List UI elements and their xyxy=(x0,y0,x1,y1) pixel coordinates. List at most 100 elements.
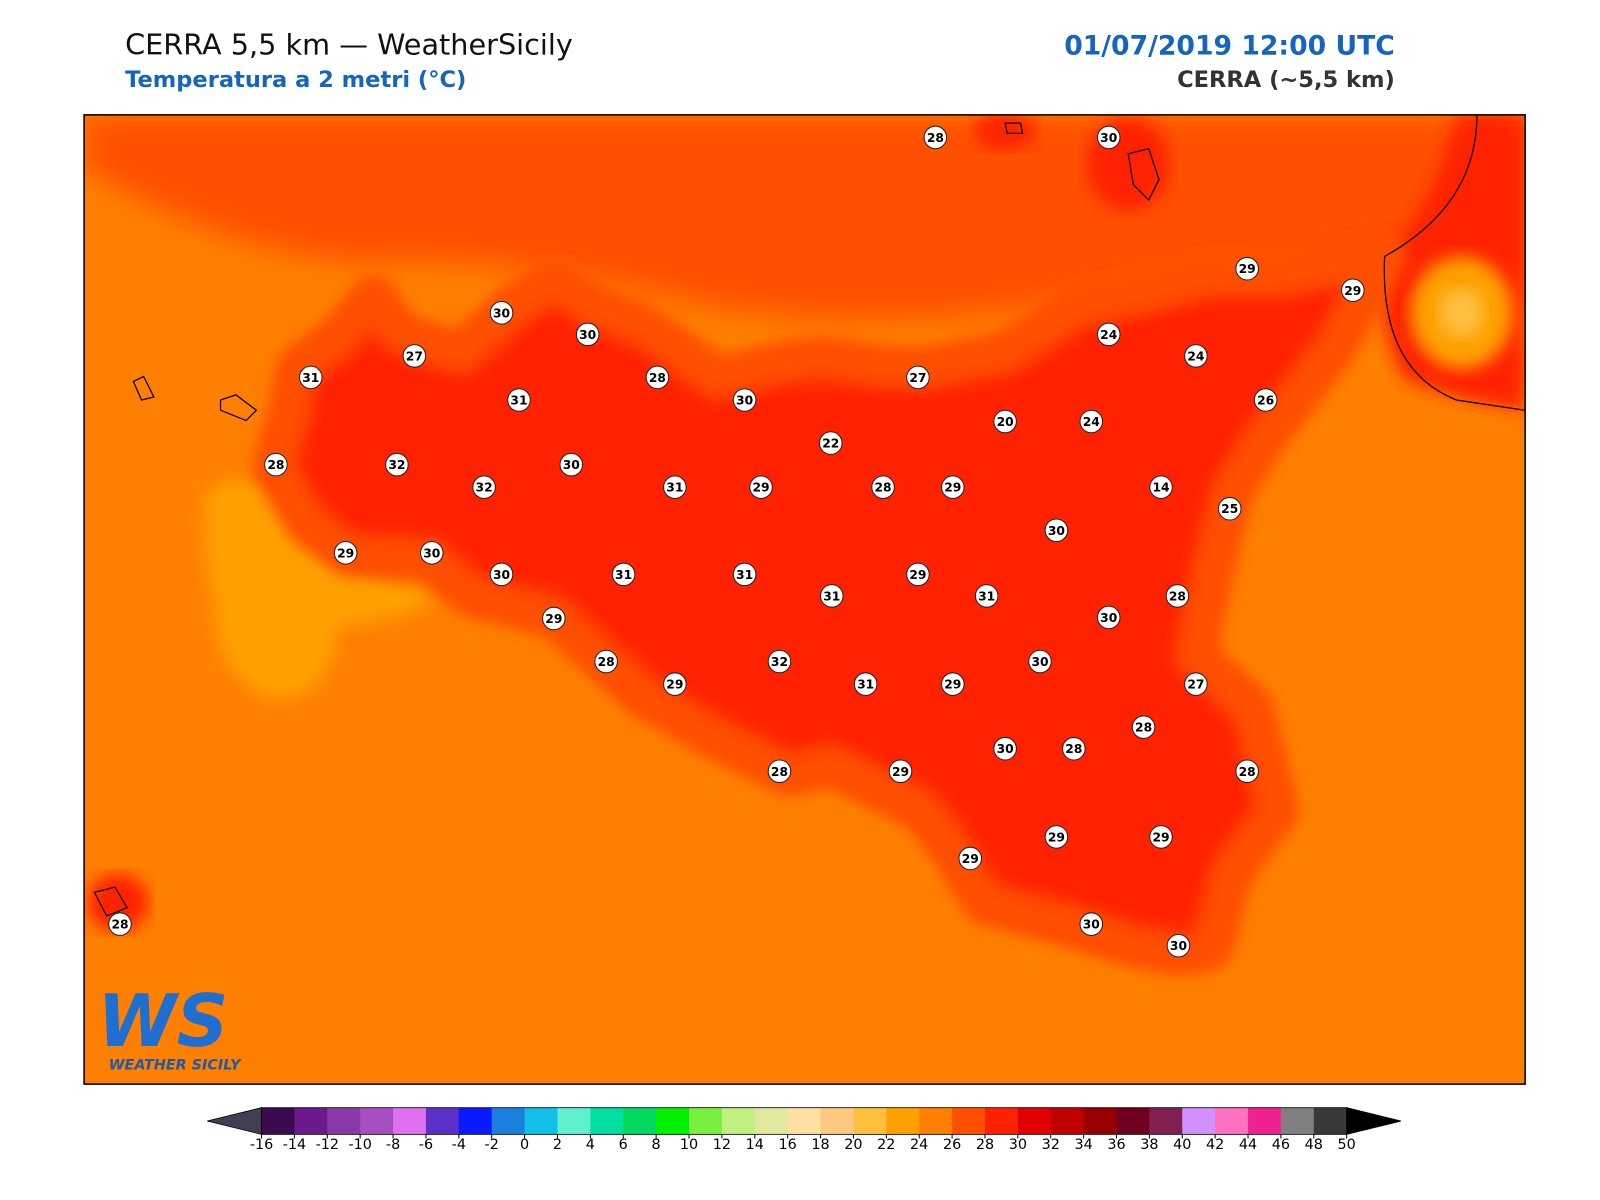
station-marker xyxy=(923,125,948,150)
station-value: 31 xyxy=(978,589,995,603)
station-value: 30 xyxy=(736,394,753,408)
colorbar-swatch xyxy=(360,1107,394,1135)
map xyxy=(84,114,1526,1085)
colorbar-tick-label: 32 xyxy=(1042,1137,1060,1153)
colorbar-tick-label: 40 xyxy=(1173,1137,1191,1153)
colorbar-swatch xyxy=(1248,1107,1282,1135)
station-marker xyxy=(974,584,999,608)
colorbar-tick-label: -12 xyxy=(316,1137,339,1153)
station-value: 29 xyxy=(1239,262,1256,276)
station-value: 29 xyxy=(752,481,769,495)
colorbar-tick-label: 48 xyxy=(1305,1137,1323,1153)
colorbar-swatch xyxy=(754,1107,789,1135)
colorbar-swatch xyxy=(1050,1107,1085,1135)
station-value: 24 xyxy=(1187,349,1204,363)
station-marker xyxy=(575,322,600,347)
colorbar-swatch xyxy=(557,1107,591,1135)
station-value: 30 xyxy=(997,742,1014,756)
colorbar-tick-label: -4 xyxy=(452,1137,466,1153)
station-value: 30 xyxy=(1170,939,1187,953)
colorbar-swatch xyxy=(294,1107,328,1135)
station-value: 30 xyxy=(1083,918,1100,932)
station-value: 30 xyxy=(493,306,510,320)
station-value: 28 xyxy=(771,765,788,779)
colorbar-tick-label: 0 xyxy=(520,1137,529,1153)
station-value: 14 xyxy=(1152,481,1169,495)
station-value: 27 xyxy=(1187,678,1204,692)
stations: 28 30 29 29 30 30 24 24 27 31 28 27 31 30 26 20 24 22 28 32… xyxy=(108,125,1365,958)
station-value: 28 xyxy=(875,481,892,495)
station-marker xyxy=(663,475,687,499)
logo-name: WEATHER SICILY xyxy=(109,1058,242,1074)
colorbar-tick-label: 30 xyxy=(1009,1137,1027,1153)
station-value: 28 xyxy=(649,371,666,385)
station-marker xyxy=(749,475,773,499)
station-value: 28 xyxy=(267,458,284,472)
station-value: 32 xyxy=(771,655,788,669)
station-marker xyxy=(1165,584,1190,608)
station-value: 30 xyxy=(423,546,440,560)
station-value: 30 xyxy=(563,458,580,472)
station-marker xyxy=(732,388,757,412)
station-value: 31 xyxy=(510,394,527,408)
colorbar-tick-label: 6 xyxy=(619,1137,628,1153)
station-marker xyxy=(507,388,531,412)
station-marker xyxy=(767,759,792,784)
station-marker xyxy=(906,562,930,587)
colorbar-swatch xyxy=(853,1107,887,1135)
field-west xyxy=(203,480,432,699)
colorbar-swatch xyxy=(1083,1107,1118,1135)
station-marker xyxy=(941,475,965,499)
colorbar-swatch xyxy=(491,1107,526,1135)
colorbar-tick-label: 10 xyxy=(680,1137,698,1153)
station-value: 24 xyxy=(1100,328,1117,342)
colorbar-swatch xyxy=(787,1107,822,1135)
field-aspromonte-core xyxy=(1438,288,1485,338)
station-marker xyxy=(333,541,358,565)
station-marker xyxy=(1341,278,1365,303)
colorbar-tick-label: 46 xyxy=(1272,1137,1290,1153)
colorbar-tick-label: 24 xyxy=(910,1137,928,1153)
station-marker xyxy=(402,344,427,368)
station-marker xyxy=(472,475,496,499)
station-value: 28 xyxy=(1135,721,1152,735)
station-value: 20 xyxy=(997,415,1014,429)
station-value: 30 xyxy=(1100,611,1117,625)
colorbar-tick-label: -8 xyxy=(386,1137,400,1153)
station-marker xyxy=(611,562,636,587)
station-marker xyxy=(906,365,930,390)
station-marker xyxy=(1096,322,1121,347)
coastline-calabria xyxy=(1383,114,1526,411)
station-marker xyxy=(489,301,514,325)
station-marker xyxy=(594,649,618,674)
colorbar-tick-label: 44 xyxy=(1239,1137,1257,1153)
station-marker xyxy=(1184,344,1208,368)
station-value: 28 xyxy=(1169,589,1186,603)
colorbar-swatch xyxy=(458,1107,493,1135)
colorbar-tick-label: 38 xyxy=(1140,1137,1158,1153)
station-value: 29 xyxy=(1152,830,1169,844)
station-marker xyxy=(941,672,965,696)
station-value: 29 xyxy=(962,852,979,866)
station-value: 31 xyxy=(736,568,753,582)
colorbar-swatch xyxy=(1017,1107,1052,1135)
station-value: 28 xyxy=(927,131,944,145)
station-value: 31 xyxy=(823,589,840,603)
station-marker xyxy=(958,846,983,871)
station-value: 24 xyxy=(1083,415,1100,429)
station-value: 29 xyxy=(909,568,926,582)
station-marker xyxy=(559,452,584,477)
station-value: 29 xyxy=(944,481,961,495)
station-value: 31 xyxy=(615,568,632,582)
valid-time: 01/07/2019 12:00 UTC xyxy=(1064,30,1395,61)
logo: WS WEATHER SICILY xyxy=(97,979,242,1074)
colorbar-swatch xyxy=(1149,1107,1183,1135)
station-marker xyxy=(993,736,1017,761)
station-marker xyxy=(1217,496,1242,521)
colorbar-swatch xyxy=(590,1107,624,1135)
station-value: 31 xyxy=(302,371,319,385)
colorbar-swatch xyxy=(820,1107,854,1135)
station-value: 32 xyxy=(388,458,405,472)
station-value: 29 xyxy=(666,678,683,692)
